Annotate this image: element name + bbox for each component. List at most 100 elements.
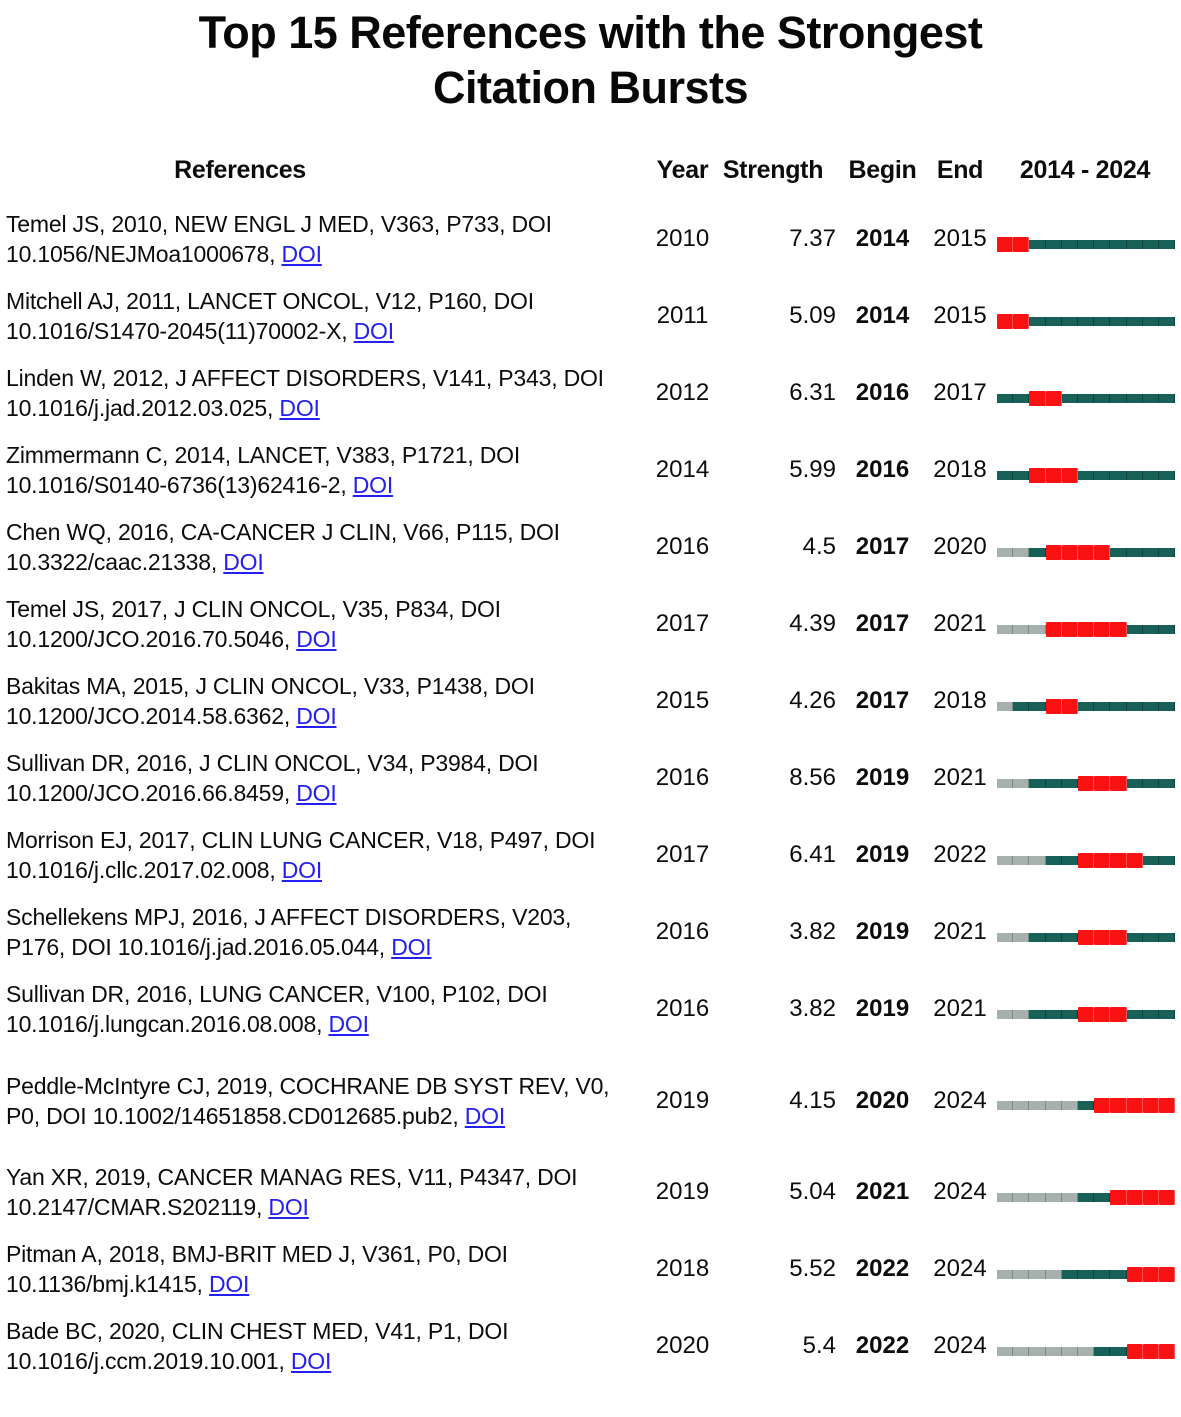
bar-segment-2016 bbox=[1029, 467, 1046, 483]
doi-link[interactable]: DOI bbox=[296, 626, 337, 653]
end-value: 2021 bbox=[933, 918, 987, 946]
doi-link[interactable]: DOI bbox=[353, 318, 394, 345]
begin-value: 2014 bbox=[855, 225, 910, 253]
bar-segment-2017 bbox=[1045, 698, 1062, 714]
doi-link[interactable]: DOI bbox=[208, 1271, 250, 1298]
bar-segment-2016 bbox=[1029, 390, 1046, 406]
column-header-row: References Year Strength Begin End 2014 … bbox=[0, 156, 1181, 185]
doi-link[interactable]: DOI bbox=[281, 857, 323, 884]
bar-segment-2014 bbox=[997, 1346, 1014, 1356]
doi-link[interactable]: DOI bbox=[290, 1348, 332, 1375]
reference-text: Bade BC, 2020, CLIN CHEST MED, V41, P1, … bbox=[6, 1318, 509, 1375]
burst-bar bbox=[995, 540, 1176, 564]
end-value: 2021 bbox=[933, 610, 987, 638]
reference-citation: Zimmermann C, 2014, LANCET, V383, P1721,… bbox=[0, 440, 645, 500]
doi-link[interactable]: DOI bbox=[281, 241, 322, 268]
burst-bar bbox=[995, 848, 1176, 872]
bar-segment-2015 bbox=[1013, 547, 1030, 557]
table-row: Peddle-McIntyre CJ, 2019, COCHRANE DB SY… bbox=[0, 1048, 1181, 1154]
burst-bar bbox=[995, 617, 1176, 641]
bar-segment-2024 bbox=[1158, 316, 1176, 326]
bar-segment-2023 bbox=[1142, 624, 1159, 634]
table-row: Linden W, 2012, J AFFECT DISORDERS, V141… bbox=[0, 355, 1181, 432]
bar-segment-2015 bbox=[1013, 1192, 1030, 1202]
bar-segment-2014 bbox=[997, 470, 1014, 480]
bar-segment-2015 bbox=[1013, 1346, 1030, 1356]
bar-segment-2021 bbox=[1110, 316, 1127, 326]
end-value: 2024 bbox=[933, 1086, 987, 1114]
bar-segment-2017 bbox=[1045, 1346, 1062, 1356]
year-value: 2016 bbox=[655, 533, 710, 561]
reference-citation: Mitchell AJ, 2011, LANCET ONCOL, V12, P1… bbox=[0, 286, 645, 346]
doi-link[interactable]: DOI bbox=[391, 934, 432, 961]
bar-segment-2024 bbox=[1158, 547, 1176, 557]
bar-segment-2020 bbox=[1094, 1192, 1111, 1202]
doi-link[interactable]: DOI bbox=[268, 1194, 309, 1221]
strength-value: 5.99 bbox=[789, 456, 836, 484]
bar-segment-2023 bbox=[1142, 855, 1159, 865]
reference-citation: Morrison EJ, 2017, CLIN LUNG CANCER, V18… bbox=[0, 825, 645, 885]
bar-segment-2016 bbox=[1029, 855, 1046, 865]
bar-segment-2024 bbox=[1158, 1266, 1176, 1282]
bar-segment-2022 bbox=[1126, 1266, 1143, 1282]
year-value: 2015 bbox=[655, 687, 710, 715]
bar-segment-2024 bbox=[1158, 1009, 1176, 1019]
strength-value: 7.37 bbox=[789, 225, 836, 253]
year-value: 2020 bbox=[655, 1332, 710, 1360]
doi-link[interactable]: DOI bbox=[296, 703, 337, 730]
year-value: 2016 bbox=[655, 995, 710, 1023]
bar-segment-2022 bbox=[1126, 547, 1143, 557]
bar-segment-2015 bbox=[1013, 393, 1030, 403]
table-row: Mitchell AJ, 2011, LANCET ONCOL, V12, P1… bbox=[0, 278, 1181, 355]
bar-segment-2019 bbox=[1077, 929, 1095, 945]
bar-segment-2019 bbox=[1077, 1346, 1095, 1356]
bar-segment-2014 bbox=[997, 313, 1014, 329]
bar-segment-2019 bbox=[1077, 1269, 1095, 1279]
bar-segment-2021 bbox=[1110, 1346, 1127, 1356]
bar-segment-2017 bbox=[1045, 855, 1062, 865]
bar-segment-2019 bbox=[1077, 470, 1095, 480]
end-value: 2020 bbox=[933, 533, 987, 561]
bar-segment-2018 bbox=[1061, 467, 1078, 483]
table-row: Sullivan DR, 2016, LUNG CANCER, V100, P1… bbox=[0, 971, 1181, 1048]
bar-segment-2020 bbox=[1094, 239, 1111, 249]
bar-segment-2022 bbox=[1126, 932, 1143, 942]
bar-segment-2014 bbox=[997, 624, 1014, 634]
doi-link[interactable]: DOI bbox=[328, 1011, 369, 1038]
bar-segment-2016 bbox=[1029, 701, 1046, 711]
bar-segment-2022 bbox=[1126, 778, 1143, 788]
strength-value: 4.39 bbox=[789, 610, 836, 638]
bar-segment-2020 bbox=[1094, 929, 1111, 945]
reference-citation: Chen WQ, 2016, CA-CANCER J CLIN, V66, P1… bbox=[0, 517, 645, 577]
bar-segment-2021 bbox=[1110, 621, 1127, 637]
bar-segment-2021 bbox=[1110, 1006, 1127, 1022]
bar-segment-2017 bbox=[1045, 544, 1062, 560]
reference-text: Pitman A, 2018, BMJ-BRIT MED J, V361, P0… bbox=[6, 1241, 508, 1298]
burst-bar bbox=[995, 1094, 1176, 1118]
bar-segment-2024 bbox=[1158, 624, 1176, 634]
bar-segment-2021 bbox=[1110, 775, 1127, 791]
doi-link[interactable]: DOI bbox=[352, 472, 394, 499]
burst-bar bbox=[995, 1185, 1176, 1209]
year-value: 2010 bbox=[655, 225, 710, 253]
begin-value: 2022 bbox=[855, 1255, 910, 1283]
strength-value: 5.52 bbox=[789, 1255, 836, 1283]
bar-segment-2022 bbox=[1126, 393, 1143, 403]
bar-segment-2015 bbox=[1013, 701, 1030, 711]
bar-segment-2016 bbox=[1029, 1009, 1046, 1019]
bar-segment-2020 bbox=[1094, 775, 1111, 791]
bar-segment-2023 bbox=[1142, 470, 1159, 480]
doi-link[interactable]: DOI bbox=[279, 395, 320, 422]
doi-link[interactable]: DOI bbox=[464, 1102, 506, 1129]
bar-segment-2021 bbox=[1110, 701, 1127, 711]
bar-segment-2018 bbox=[1061, 932, 1078, 942]
doi-link[interactable]: DOI bbox=[223, 549, 264, 576]
bar-segment-2019 bbox=[1077, 316, 1095, 326]
end-value: 2015 bbox=[933, 302, 987, 330]
end-value: 2015 bbox=[933, 225, 987, 253]
doi-link[interactable]: DOI bbox=[296, 780, 337, 807]
year-value: 2014 bbox=[655, 456, 710, 484]
table-row: Chen WQ, 2016, CA-CANCER J CLIN, V66, P1… bbox=[0, 509, 1181, 586]
end-value: 2024 bbox=[933, 1255, 987, 1283]
reference-text: Schellekens MPJ, 2016, J AFFECT DISORDER… bbox=[6, 904, 572, 961]
